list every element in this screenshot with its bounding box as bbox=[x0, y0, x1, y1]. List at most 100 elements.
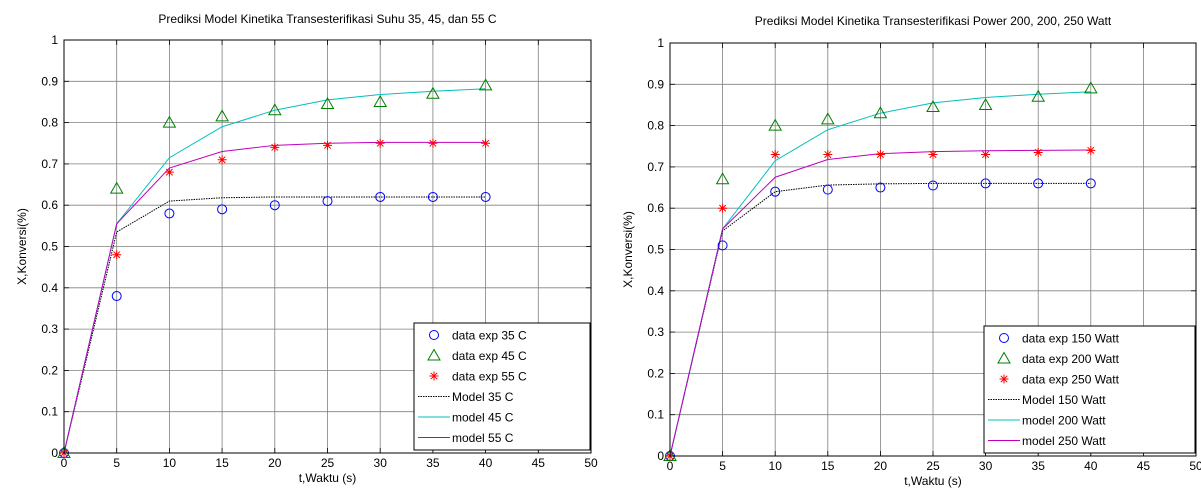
plot-frame bbox=[63, 39, 592, 454]
data-point bbox=[480, 191, 491, 202]
x-tick-label: 50 bbox=[584, 456, 598, 470]
legend-label: model 200 Watt bbox=[1022, 414, 1106, 428]
y-tick-label: 0.8 bbox=[647, 119, 664, 133]
data-point bbox=[1083, 81, 1098, 94]
legend-marker bbox=[999, 374, 1009, 384]
data-point bbox=[1033, 178, 1044, 189]
x-tick-label: 0 bbox=[667, 459, 674, 473]
data-point bbox=[1085, 178, 1096, 189]
legend-marker bbox=[999, 333, 1009, 343]
y-tick-label: 1 bbox=[51, 33, 58, 47]
data-point bbox=[717, 240, 728, 251]
data-point bbox=[926, 100, 940, 113]
y-tick-label: 0.7 bbox=[647, 160, 664, 174]
legend-label: data exp 55 C bbox=[452, 370, 527, 384]
legend-box bbox=[413, 322, 591, 451]
data-point bbox=[322, 196, 333, 207]
data-point bbox=[822, 184, 833, 195]
y-tick-label: 0.6 bbox=[41, 198, 58, 212]
chart-title: Prediksi Model Kinetika Transesterifikas… bbox=[755, 14, 1112, 28]
data-point bbox=[715, 172, 730, 185]
y-tick-label: 0.2 bbox=[647, 366, 664, 380]
x-tick-label: 25 bbox=[926, 459, 940, 473]
y-tick-label: 0.4 bbox=[41, 281, 58, 295]
data-point bbox=[873, 106, 888, 119]
y-tick-label: 0.6 bbox=[647, 201, 664, 215]
x-tick-label: 35 bbox=[1032, 459, 1046, 473]
data-point bbox=[1086, 145, 1096, 155]
legend-label: data exp 250 Watt bbox=[1022, 373, 1120, 387]
y-tick-label: 0.9 bbox=[647, 77, 664, 91]
legend-label: data exp 45 C bbox=[452, 349, 527, 363]
x-tick-label: 40 bbox=[479, 456, 493, 470]
data-point bbox=[323, 140, 332, 150]
data-point bbox=[928, 150, 938, 160]
y-tick-label: 0 bbox=[657, 449, 664, 463]
data-point bbox=[768, 118, 783, 131]
x-tick-label: 35 bbox=[426, 456, 440, 470]
chart-suhu: Prediksi Model Kinetika Transesterifikas… bbox=[15, 12, 598, 485]
x-axis-label: t,Waktu (s) bbox=[299, 471, 357, 485]
x-tick-label: 0 bbox=[61, 456, 68, 470]
data-point bbox=[426, 86, 440, 99]
x-tick-label: 50 bbox=[1189, 459, 1201, 473]
data-point bbox=[111, 291, 122, 302]
data-point bbox=[980, 178, 991, 189]
data-point bbox=[270, 142, 280, 152]
data-point bbox=[981, 150, 991, 160]
data-point bbox=[164, 167, 174, 177]
data-point bbox=[427, 191, 438, 202]
legend: data exp 35 C data exp 45 C data exp 55 C M… bbox=[413, 322, 591, 451]
data-point bbox=[1033, 147, 1043, 157]
data-point bbox=[320, 97, 335, 110]
data-point bbox=[215, 109, 229, 122]
y-tick-label: 0.3 bbox=[41, 322, 58, 336]
data-point bbox=[267, 103, 282, 116]
data-point bbox=[375, 138, 385, 148]
data-point bbox=[162, 115, 177, 128]
legend-marker bbox=[997, 351, 1011, 364]
series-line bbox=[669, 91, 1091, 457]
legend-box bbox=[983, 325, 1196, 454]
data-point bbox=[109, 181, 124, 194]
x-tick-label: 30 bbox=[979, 459, 993, 473]
x-tick-label: 45 bbox=[532, 456, 546, 470]
data-point bbox=[269, 200, 280, 211]
y-axis-label: X,Konversi(%) bbox=[15, 208, 29, 285]
data-point bbox=[978, 97, 993, 110]
legend-marker bbox=[427, 348, 441, 361]
y-axis-label: X,Konversi(%) bbox=[621, 211, 635, 288]
x-tick-label: 45 bbox=[1137, 459, 1151, 473]
data-point bbox=[428, 138, 438, 148]
y-tick-label: 0.5 bbox=[41, 240, 58, 254]
legend-label: Model 150 Watt bbox=[1022, 393, 1106, 407]
data-point bbox=[164, 208, 175, 219]
y-tick-label: 0.4 bbox=[647, 284, 664, 298]
data-point bbox=[823, 150, 833, 160]
data-point bbox=[770, 186, 781, 197]
y-tick-label: 0.9 bbox=[41, 74, 58, 88]
y-tick-label: 0 bbox=[51, 446, 58, 460]
series-group bbox=[57, 78, 493, 458]
y-tick-label: 0.1 bbox=[41, 405, 58, 419]
y-tick-label: 1 bbox=[657, 36, 664, 50]
chart-title: Prediksi Model Kinetika Transesterifikas… bbox=[158, 12, 497, 26]
data-point bbox=[718, 203, 728, 213]
series-line bbox=[63, 196, 486, 454]
legend-marker bbox=[429, 330, 439, 340]
chart-power: Prediksi Model Kinetika Transesterifikas… bbox=[621, 14, 1201, 488]
x-tick-label: 15 bbox=[821, 459, 835, 473]
series-line bbox=[63, 88, 486, 454]
data-point bbox=[373, 94, 388, 107]
legend-label: model 45 C bbox=[452, 411, 514, 425]
y-tick-label: 0.7 bbox=[41, 157, 58, 171]
data-point bbox=[770, 150, 780, 160]
data-point bbox=[1031, 89, 1046, 102]
x-tick-label: 25 bbox=[321, 456, 335, 470]
data-point bbox=[478, 78, 493, 91]
data-point bbox=[820, 112, 835, 125]
x-tick-label: 30 bbox=[374, 456, 388, 470]
x-tick-label: 10 bbox=[769, 459, 783, 473]
legend-label: Model 35 C bbox=[452, 390, 514, 404]
data-point bbox=[481, 138, 491, 148]
